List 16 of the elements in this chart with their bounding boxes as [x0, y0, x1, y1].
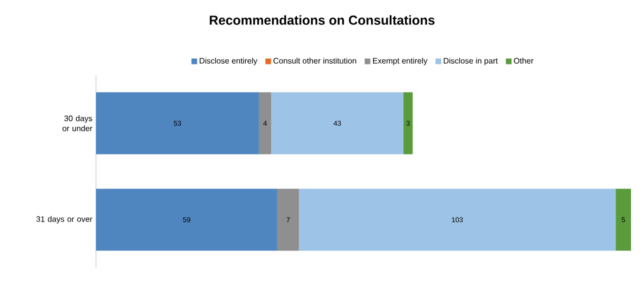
- bar: [96, 92, 259, 154]
- bar: [298, 188, 616, 251]
- legend-label: Disclose entirely: [200, 58, 258, 66]
- chart-title: Recommendations on Consultations: [210, 15, 435, 25]
- y-tick-label: 31 days or over: [36, 216, 92, 224]
- legend-label: Consult other institution: [273, 58, 356, 64]
- bar: [616, 188, 632, 251]
- legend-label: Other: [514, 58, 534, 64]
- y-tick-label: 30 days or under: [62, 115, 92, 132]
- bar: [403, 92, 413, 154]
- bar: [96, 188, 278, 251]
- bar: [277, 188, 299, 251]
- legend-label: Disclose in part: [444, 58, 498, 66]
- legend-label: Exempt entirely: [373, 58, 428, 66]
- bar: [258, 92, 272, 154]
- bar: [271, 92, 404, 154]
